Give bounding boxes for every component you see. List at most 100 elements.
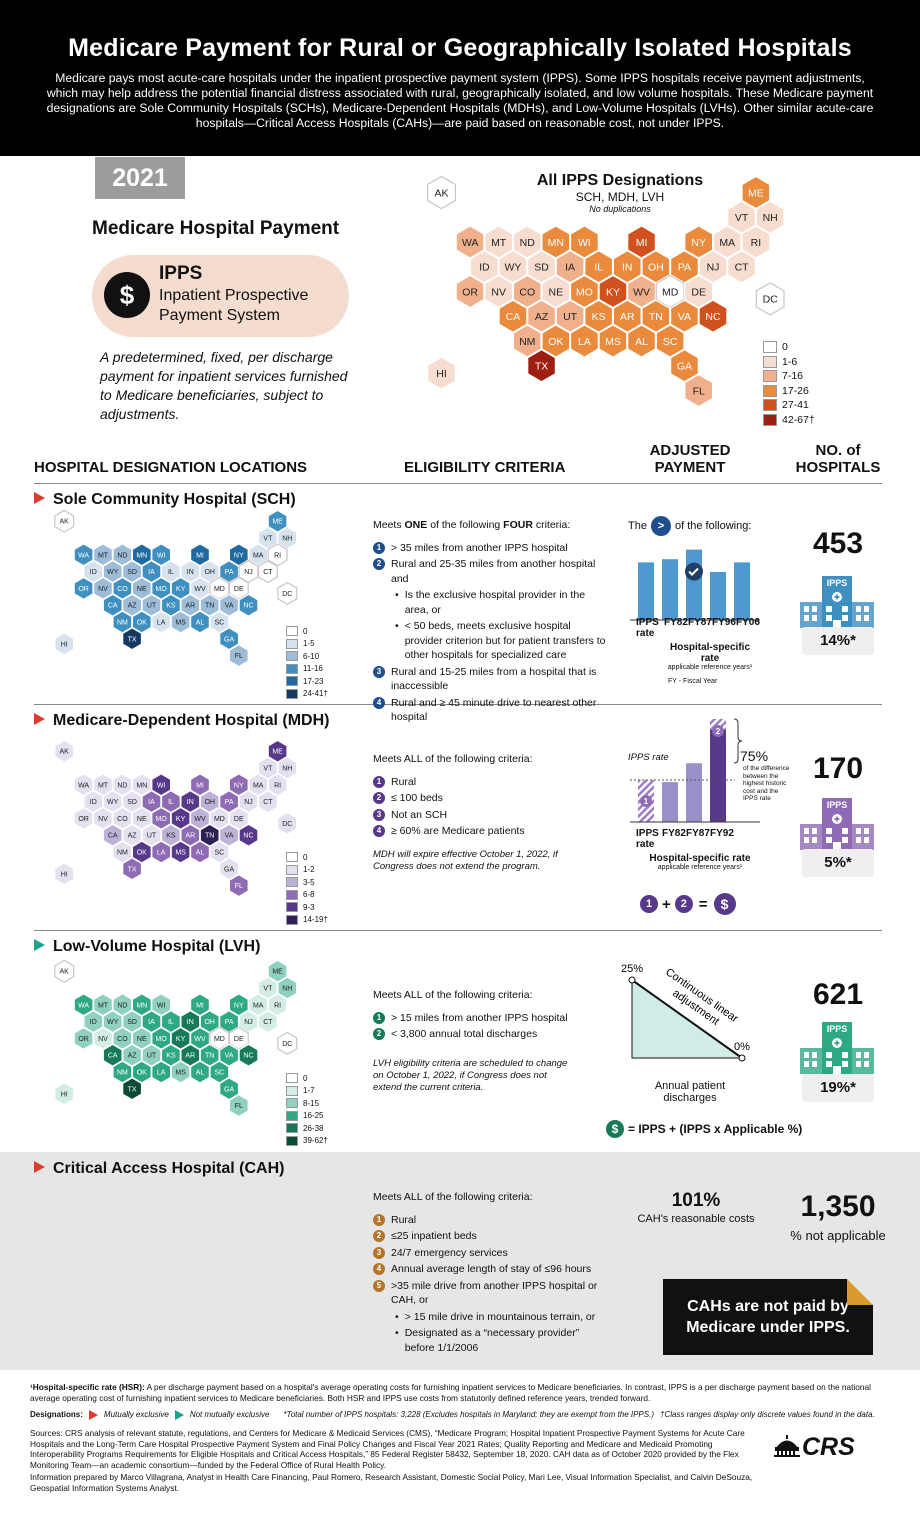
svg-text:KS: KS (166, 1053, 176, 1060)
svg-text:FL: FL (693, 385, 705, 397)
svg-text:UT: UT (147, 833, 157, 840)
divider (34, 930, 882, 931)
svg-text:AR: AR (185, 1053, 195, 1060)
sub-criterion: • Is the exclusive hospital provider in t… (395, 589, 586, 616)
svg-text:NE: NE (137, 816, 147, 823)
svg-text:NM: NM (117, 850, 128, 857)
state-tn: TN (641, 299, 671, 333)
sub-criterion: • > 15 mile drive in mountainous terrain,… (395, 1310, 596, 1323)
legend-item: 0 (763, 340, 815, 355)
svg-text:RI: RI (274, 1002, 281, 1009)
svg-text:SD: SD (127, 1019, 137, 1026)
svg-text:FL: FL (235, 883, 243, 890)
ipps-box: $ IPPS Inpatient Prospective Payment Sys… (92, 255, 349, 337)
state-fl: FL (228, 874, 249, 898)
svg-text:OH: OH (204, 569, 215, 576)
bar-ipps-rate (638, 562, 654, 620)
svg-text:NC: NC (243, 603, 253, 610)
legend-item: 39-62† (286, 1135, 328, 1148)
state-co: CO (512, 274, 542, 309)
legend-item: 1-5 (286, 638, 328, 651)
svg-text:KS: KS (166, 603, 176, 610)
state-fl: FL (228, 1094, 249, 1118)
hospital-icon: IPPS (800, 1022, 874, 1074)
svg-text:OK: OK (548, 336, 563, 348)
svg-text:NH: NH (282, 986, 292, 993)
svg-text:WY: WY (107, 1019, 119, 1026)
svg-text:MO: MO (156, 816, 168, 823)
state-mt: MT (484, 225, 514, 259)
svg-text:UT: UT (147, 603, 157, 610)
svg-text:VA: VA (225, 603, 234, 610)
state-il: IL (584, 250, 614, 284)
y-label-bottom: 0% (734, 1041, 750, 1053)
legend-item: 6-8 (286, 889, 328, 902)
svg-text:TN: TN (205, 1053, 214, 1060)
lvh-formula: $ = IPPS + (IPPS x Applicable %) (606, 1120, 802, 1138)
state-al: AL (627, 324, 656, 358)
svg-text:MS: MS (605, 336, 621, 348)
svg-text:WI: WI (157, 782, 166, 789)
lvh-map-legend: 0 1-7 8-15 16-25 26-38 39-62† (286, 1072, 328, 1147)
svg-text:NM: NM (117, 1070, 128, 1077)
state-mn: MN (541, 225, 571, 259)
dollar-icon: $ (606, 1120, 624, 1138)
state-ak: AK (54, 739, 75, 763)
criterion: 1 Rural (373, 775, 608, 790)
svg-text:KY: KY (176, 1036, 186, 1043)
svg-text:AL: AL (635, 336, 648, 348)
criterion: 4 ≥ 60% are Medicare patients (373, 824, 608, 839)
svg-text:ME: ME (272, 519, 283, 526)
state-ky: KY (598, 274, 628, 309)
mdh-hex-map: AK ME VT NH WA MT ND MN WI MI NY MA RI ID WY SD IA IL IN OH… (54, 739, 298, 898)
state-la: LA (151, 840, 172, 864)
mdh-note: MDH will expire effective October 1, 202… (373, 848, 558, 872)
svg-text:IN: IN (187, 799, 194, 806)
svg-text:HI: HI (61, 871, 68, 878)
svg-text:LA: LA (157, 850, 166, 857)
svg-text:IPPS: IPPS (827, 800, 848, 810)
svg-text:KY: KY (176, 586, 186, 593)
col-count: NO. of HOSPITALS (795, 442, 881, 476)
svg-text:MT: MT (491, 237, 507, 249)
cah-title: Critical Access Hospital (CAH) (53, 1160, 285, 1177)
lvh-criteria: Meets ALL of the following criteria: 1 > … (373, 988, 608, 1094)
svg-text:VT: VT (735, 212, 749, 224)
mdh-equation: 1 + 2 = $ (640, 893, 736, 915)
svg-text:IA: IA (565, 262, 575, 274)
svg-text:CA: CA (108, 1053, 118, 1060)
main-map-legend: 0 1-6 7-16 17-26 27-41 42-67† (763, 340, 815, 427)
svg-text:NV: NV (491, 286, 506, 298)
state-nm: NM (512, 324, 542, 358)
bar-label: FY82 (664, 617, 688, 628)
svg-text:MA: MA (719, 237, 735, 249)
svg-text:AR: AR (620, 311, 635, 323)
svg-text:AL: AL (196, 620, 205, 627)
legend-item: 0 (286, 625, 328, 638)
state-nc: NC (238, 823, 259, 847)
state-az: AZ (527, 299, 556, 333)
criterion: 2 Rural and 25-35 miles from another hosp… (373, 557, 608, 586)
cah-count: 1,350 (800, 1190, 876, 1223)
state-dc: DC (277, 811, 298, 835)
svg-text:MA: MA (253, 1002, 264, 1009)
svg-text:DE: DE (234, 586, 244, 593)
lvh-hex-map: AK ME VT NH WA MT ND MN WI MI NY MA RI ID WY SD IA IL IN OH… (54, 959, 298, 1118)
svg-text:SD: SD (127, 799, 137, 806)
svg-text:NC: NC (243, 1053, 253, 1060)
svg-text:GA: GA (224, 1086, 234, 1093)
svg-text:FL: FL (235, 1103, 243, 1110)
cah-pay-pct: 101% (671, 1190, 721, 1211)
legend-item: 1-7 (286, 1085, 328, 1098)
svg-text:MI: MI (196, 552, 204, 559)
svg-text:MS: MS (175, 620, 186, 627)
payment-title: Medicare Hospital Payment (92, 218, 340, 239)
svg-text:LA: LA (157, 1070, 166, 1077)
svg-text:OH: OH (204, 799, 215, 806)
svg-text:OK: OK (137, 850, 147, 857)
sch-count: 453 (812, 527, 864, 560)
sch-hex-map: AK ME VT NH WA MT ND MN WI MI NY MA RI ID WY SD IA IL IN OH… (54, 509, 298, 668)
hospital-icon: IPPS (800, 576, 874, 628)
state-ms: MS (170, 1060, 191, 1084)
fy-note: FY - Fiscal Year (668, 678, 718, 685)
